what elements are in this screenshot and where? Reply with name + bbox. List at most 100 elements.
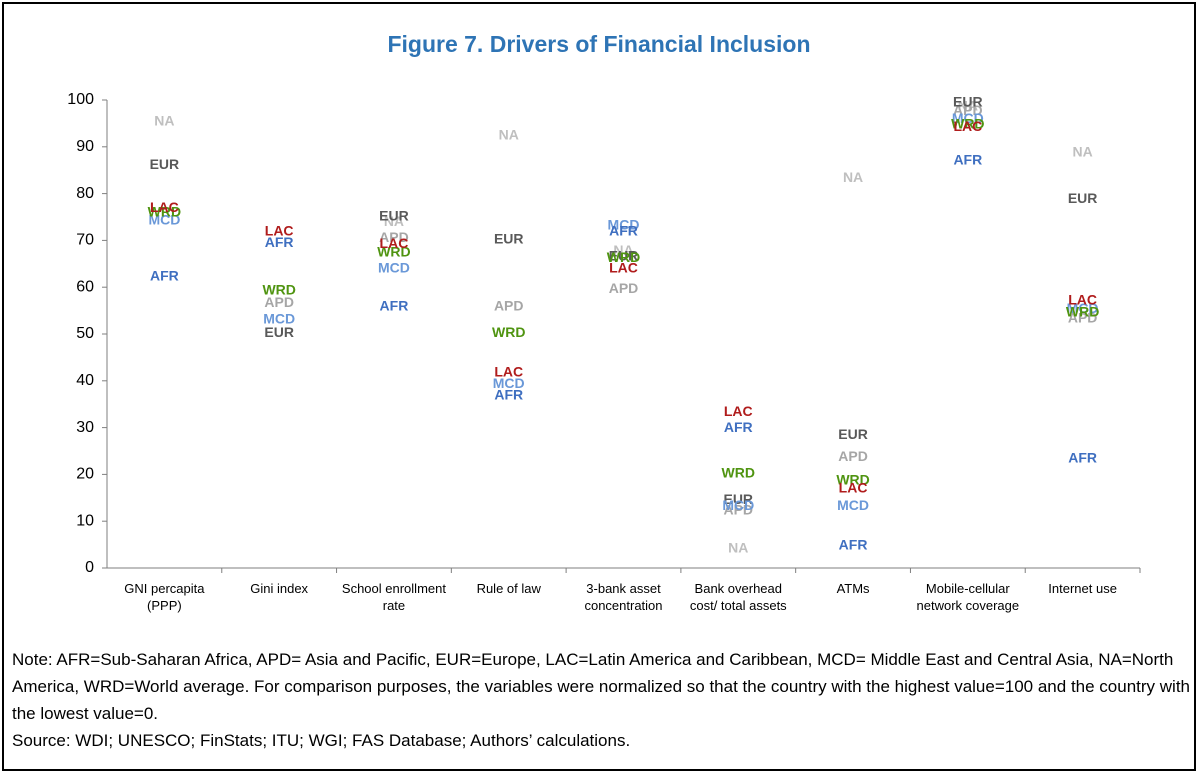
x-tick-line: Gini index — [250, 581, 308, 596]
value-marker: EUR — [494, 231, 524, 247]
value-marker: APD — [379, 229, 409, 245]
y-tick-label: 10 — [76, 512, 94, 529]
value-marker: AFR — [1068, 450, 1097, 466]
value-marker: WRD — [607, 249, 640, 265]
y-tick-label: 70 — [76, 232, 94, 249]
x-tick-label: Internet use — [1048, 581, 1117, 596]
y-tick-label: 40 — [76, 372, 94, 389]
x-tick-line: ATMs — [837, 581, 870, 596]
x-tick-label: Bank overhead cost/ total assets — [690, 581, 787, 613]
value-marker: LAC — [839, 480, 868, 496]
value-marker: EUR — [953, 94, 983, 110]
x-tick-line: Internet use — [1048, 581, 1117, 596]
value-marker: MCD — [722, 497, 754, 513]
value-marker: WRD — [836, 472, 869, 488]
value-marker: MCD — [1067, 300, 1099, 316]
value-marker: EUR — [1068, 190, 1098, 206]
value-marker: EUR — [379, 208, 409, 224]
value-marker: MCD — [952, 110, 984, 126]
value-marker: APD — [838, 448, 868, 464]
x-tick-line: concentration — [584, 598, 662, 613]
y-tick-label: 80 — [76, 185, 94, 202]
value-marker: EUR — [264, 324, 294, 340]
value-marker: AFR — [265, 234, 294, 250]
x-tick-label: School enrollment rate — [342, 581, 446, 613]
value-marker: AFR — [953, 152, 982, 168]
y-tick-label: 100 — [67, 91, 94, 108]
value-marker: APD — [609, 280, 639, 296]
value-marker: WRD — [262, 282, 295, 298]
value-marker: NA — [384, 213, 404, 229]
value-marker: NA — [843, 169, 863, 185]
value-marker: EUR — [723, 491, 753, 507]
y-tick-label: 0 — [85, 559, 94, 576]
value-marker: MCD — [148, 211, 180, 227]
x-tick-line: GNI percapita — [124, 581, 205, 596]
value-marker: WRD — [377, 244, 410, 260]
value-marker: AFR — [839, 537, 868, 553]
value-marker: EUR — [150, 156, 180, 172]
x-tick-label: Rule of law — [477, 581, 542, 596]
value-marker: APD — [953, 102, 983, 118]
value-marker: LAC — [494, 364, 523, 380]
value-marker: WRD — [148, 203, 181, 219]
value-marker: WRD — [722, 465, 755, 481]
x-tick-line: Bank overhead — [695, 581, 782, 596]
source-text: Source: WDI; UNESCO; FinStats; ITU; WGI;… — [12, 731, 631, 750]
x-tick-label: 3-bank asset concentration — [584, 581, 662, 613]
value-marker: AFR — [609, 223, 638, 239]
value-marker: AFR — [724, 419, 753, 435]
value-marker: WRD — [1066, 304, 1099, 320]
y-tick-label: 60 — [76, 278, 94, 295]
x-tick-line: School enrollment — [342, 581, 446, 596]
x-tick-label: Mobile-cellular network coverage — [917, 581, 1020, 613]
chart: Figure 7. Drivers of Financial Inclusion… — [67, 31, 1141, 613]
value-marker: MCD — [493, 375, 525, 391]
y-tick-label: 20 — [76, 466, 94, 483]
value-marker: NA — [958, 98, 978, 114]
y-tick-label: 50 — [76, 325, 94, 342]
value-marker: MCD — [263, 311, 295, 327]
x-tick-line: (PPP) — [147, 598, 182, 613]
note-text: Note: AFR=Sub-Saharan Africa, APD= Asia … — [12, 650, 1190, 723]
value-marker: EUR — [838, 426, 868, 442]
x-tick-label: ATMs — [837, 581, 870, 596]
y-tick-label: 90 — [76, 138, 94, 155]
value-marker: LAC — [380, 235, 409, 251]
value-marker: AFR — [150, 268, 179, 284]
value-marker: WRD — [951, 116, 984, 132]
value-marker: LAC — [1068, 291, 1097, 307]
value-marker: APD — [494, 298, 524, 314]
x-tick-line: Rule of law — [477, 581, 542, 596]
value-marker: WRD — [492, 324, 525, 340]
value-marker: EUR — [609, 247, 639, 263]
y-tick-label: 30 — [76, 419, 94, 436]
value-marker: MCD — [378, 260, 410, 276]
x-tick-label: Gini index — [250, 581, 308, 596]
value-marker: LAC — [265, 223, 294, 239]
value-marker: NA — [154, 113, 174, 129]
value-marker: LAC — [953, 118, 982, 134]
chart-title: Figure 7. Drivers of Financial Inclusion — [387, 31, 810, 57]
value-marker: NA — [613, 242, 633, 258]
notes: Note: AFR=Sub-Saharan Africa, APD= Asia … — [12, 646, 1190, 754]
value-marker: NA — [1072, 144, 1092, 160]
value-marker: NA — [728, 540, 748, 556]
value-marker: MCD — [608, 217, 640, 233]
value-marker: AFR — [380, 298, 409, 314]
value-marker: NA — [499, 127, 519, 143]
value-marker: AFR — [494, 386, 523, 402]
value-marker: APD — [264, 294, 294, 310]
x-tick-line: cost/ total assets — [690, 598, 787, 613]
value-marker: LAC — [724, 403, 753, 419]
value-marker: LAC — [150, 199, 179, 215]
x-tick-label: GNI percapita (PPP) — [124, 581, 205, 613]
x-tick-line: network coverage — [917, 598, 1020, 613]
value-marker: APD — [723, 502, 753, 518]
x-tick-line: rate — [383, 598, 405, 613]
value-marker: MCD — [837, 497, 869, 513]
x-tick-line: 3-bank asset — [586, 581, 661, 596]
x-tick-line: Mobile-cellular — [926, 581, 1010, 596]
value-marker: LAC — [609, 260, 638, 276]
